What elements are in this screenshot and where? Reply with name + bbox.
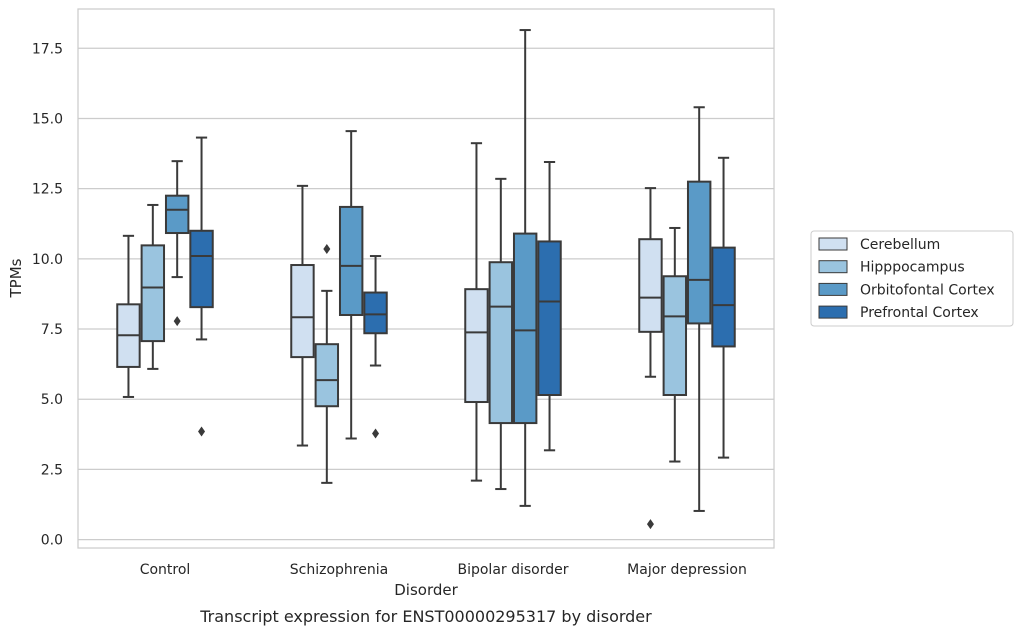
- box-plot: [711, 156, 736, 459]
- box-body: [686, 180, 712, 325]
- y-tick-label: 2.5: [41, 462, 63, 478]
- box-body: [164, 194, 190, 235]
- box-body: [638, 238, 663, 333]
- box-body: [488, 261, 514, 425]
- box-body: [662, 275, 688, 397]
- box-body: [363, 291, 388, 335]
- y-tick-label: 5.0: [41, 392, 63, 408]
- box-body: [189, 229, 214, 309]
- legend-swatch: [818, 237, 848, 251]
- box-series: [116, 29, 736, 530]
- x-axis-title: Disorder: [394, 581, 458, 599]
- box-plot: [338, 130, 364, 440]
- y-tick-label: 0.0: [41, 533, 63, 549]
- x-tick-label: Bipolar disorder: [457, 562, 568, 578]
- y-tick-label: 10.0: [32, 252, 63, 268]
- y-tick-label: 7.5: [41, 322, 63, 338]
- box-plot: [363, 255, 388, 439]
- box-body: [314, 343, 340, 408]
- gridlines: [78, 47, 774, 541]
- plot-frame: [77, 8, 775, 549]
- legend-swatch: [818, 260, 848, 274]
- y-tick-label: 15.0: [32, 111, 63, 127]
- outlier-point: [173, 316, 181, 327]
- box-plot: [512, 29, 538, 507]
- y-tick-label: 17.5: [32, 41, 63, 57]
- legend-swatch: [818, 305, 848, 319]
- legend-swatch: [818, 282, 848, 296]
- legend-frame: [810, 230, 1014, 327]
- box-plot: [116, 234, 141, 398]
- x-tick-labels: Control Schizophrenia Bipolar disorder Majo…: [140, 562, 747, 578]
- legend-label: Orbitofontal Cortex: [860, 282, 995, 298]
- y-tick-label: 12.5: [32, 182, 63, 198]
- box-plot: [189, 136, 214, 437]
- x-tick-label: Major depression: [627, 562, 747, 578]
- outlier-point: [323, 244, 331, 255]
- legend-label: Cerebellum: [860, 237, 940, 253]
- box-plot: [290, 184, 315, 447]
- box-body: [338, 205, 364, 316]
- legend-label: Prefrontal Cortex: [860, 305, 979, 321]
- box-body: [711, 246, 736, 348]
- x-tick-label: Schizophrenia: [290, 562, 388, 578]
- box-body: [537, 240, 562, 397]
- outlier-point: [646, 519, 654, 530]
- box-plot: [464, 142, 489, 482]
- legend-label: Hipppocampus: [860, 260, 965, 276]
- box-plot: [537, 160, 562, 452]
- chart-caption: Transcript expression for ENST0000029531…: [199, 607, 652, 626]
- box-body: [464, 288, 489, 404]
- box-body: [290, 264, 315, 359]
- box-plot: [164, 160, 190, 327]
- legend: Cerebellum Hipppocampus Orbitofontal Corte…: [810, 230, 1014, 327]
- box-body: [140, 244, 166, 343]
- box-plot: [638, 187, 663, 530]
- x-tick-label: Control: [140, 562, 191, 578]
- outlier-point: [198, 426, 206, 437]
- box-body: [512, 232, 538, 425]
- box-plot: [686, 106, 712, 512]
- box-plot: [662, 226, 688, 463]
- y-axis-title: TPMs: [7, 258, 25, 298]
- box-plot: [140, 203, 166, 370]
- y-tick-labels: 0.0 2.5 5.0 7.5 10.0 12.5 15.0 17.5: [32, 41, 63, 548]
- outlier-point: [372, 428, 380, 439]
- box-plot: [314, 244, 340, 484]
- box-plot: [488, 177, 514, 491]
